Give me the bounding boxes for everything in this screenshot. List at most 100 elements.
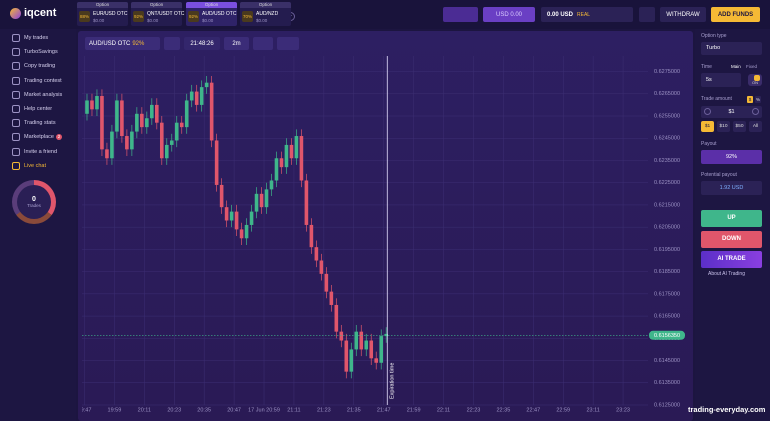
candle-body	[204, 82, 209, 88]
trades-count: 0	[32, 196, 36, 203]
chart-mode-button[interactable]	[164, 37, 180, 50]
x-tick-label: 21:47	[377, 407, 391, 413]
clock: 21:48:26	[184, 37, 220, 50]
option-type-select[interactable]: Turbo	[701, 42, 762, 55]
tab-pair: AUD/USD OTC	[202, 11, 237, 17]
quick-amount[interactable]: All	[749, 121, 762, 132]
sidebar-icon[interactable]	[12, 76, 20, 85]
quick-amount[interactable]: $1	[701, 121, 714, 132]
sidebar-icon[interactable]	[12, 34, 20, 42]
sidebar-icon[interactable]	[12, 161, 20, 170]
candle-body	[199, 87, 204, 105]
ai-trade-button[interactable]: AI TRADE	[701, 251, 762, 268]
quick-amount[interactable]: $50	[733, 121, 746, 132]
sidebar-item[interactable]: Live chat	[24, 162, 47, 169]
promo-icon[interactable]	[443, 7, 478, 22]
toggle-knob[interactable]	[754, 75, 760, 81]
time-mode[interactable]: Fixed	[746, 64, 758, 69]
panel-label: Trade amount	[701, 96, 732, 102]
minus-button[interactable]	[704, 108, 711, 115]
candle-body	[100, 96, 104, 150]
trades-label: Trades	[27, 203, 41, 208]
sidebar-item[interactable]: Marketplace	[24, 134, 54, 141]
tab-type: Option	[240, 2, 291, 8]
candle-body	[249, 211, 254, 225]
candle-body	[239, 229, 244, 239]
panel-label: Time	[701, 64, 712, 70]
candle-body	[319, 260, 324, 274]
plot-area: 19:47 19:59 20:11 20:23 20:35 20:47 17 Jun 20:…	[82, 56, 648, 413]
sidebar-item[interactable]: Help center	[24, 106, 53, 112]
x-tick-label: 19:59	[108, 407, 122, 413]
sidebar-item[interactable]: Copy trading	[24, 63, 56, 70]
withdraw-button[interactable]: WITHDRAW	[660, 7, 706, 22]
candle-body	[324, 273, 329, 292]
asset-select[interactable]: AUD/USD OTC 92%	[85, 37, 160, 50]
candle-body	[339, 331, 344, 341]
add-funds-button[interactable]: ADD FUNDS	[711, 7, 760, 22]
candle-body	[259, 193, 264, 208]
amount-input[interactable]: $1	[701, 106, 762, 118]
tab-payout: 92%	[133, 11, 144, 22]
demo-balance[interactable]: USD 0.00	[483, 7, 535, 22]
candle-body	[189, 91, 194, 101]
candle-body	[299, 136, 304, 181]
asset-payout: 92%	[132, 40, 145, 47]
candle-body	[254, 193, 259, 212]
unit-toggle[interactable]: $	[747, 96, 753, 103]
y-tick-label: 0.6185000	[654, 269, 680, 275]
panel-label: Payout	[701, 141, 717, 147]
quick-amount[interactable]: $10	[717, 121, 730, 132]
sidebar-icon[interactable]	[12, 133, 20, 142]
tab-amount: $0.00	[147, 18, 159, 23]
candle-body	[159, 122, 164, 159]
time-mode[interactable]: Main	[731, 64, 741, 69]
account-select[interactable]: 0.00 USD REAL	[541, 7, 633, 22]
time-select[interactable]: 5s	[701, 73, 741, 87]
x-tick-label: 22:11	[437, 407, 450, 413]
candle-body	[120, 100, 124, 137]
marketplace-badge: 2	[56, 133, 62, 140]
candle-body	[95, 96, 99, 110]
candle-body	[364, 340, 369, 350]
trades-center: 0 Trades	[17, 185, 51, 219]
y-tick-label: 0.6235000	[654, 158, 680, 164]
sidebar-icon[interactable]	[12, 105, 20, 113]
candle-body	[219, 184, 224, 208]
sidebar-item[interactable]: Invite a friend	[24, 148, 58, 155]
tab-type: Option	[186, 2, 237, 8]
plus-button[interactable]	[752, 108, 759, 115]
sidebar-icon[interactable]	[12, 48, 20, 57]
sidebar-icon[interactable]	[12, 119, 20, 128]
sidebar	[0, 29, 76, 421]
sidebar-icon[interactable]	[12, 147, 20, 156]
candle-body	[334, 304, 339, 332]
sidebar-item[interactable]: Trading stats	[24, 120, 56, 127]
sidebar-icon[interactable]	[12, 62, 20, 71]
user-button[interactable]	[639, 7, 655, 22]
chart-panel	[78, 31, 693, 421]
current-price-box	[649, 330, 685, 340]
chart-type-button[interactable]	[253, 37, 273, 50]
about-ai-link[interactable]: About AI Trading	[708, 271, 745, 277]
down-button[interactable]: DOWN	[701, 231, 762, 248]
panel-label: Option type	[701, 33, 727, 39]
timeframe-select[interactable]: 2m	[224, 37, 249, 50]
sidebar-item[interactable]: Market analysis	[24, 91, 63, 98]
candle-body	[184, 100, 189, 128]
logo: iqcent	[24, 7, 57, 19]
candle-body	[179, 122, 184, 128]
x-tick-label: 20:35	[197, 407, 211, 413]
up-button[interactable]: UP	[701, 210, 762, 227]
candle-body	[309, 224, 314, 248]
candle-body	[359, 331, 364, 350]
sidebar-icon[interactable]	[12, 90, 20, 99]
sidebar-item[interactable]: TurboSavings	[24, 49, 58, 56]
sidebar-item[interactable]: My trades	[24, 35, 49, 41]
y-tick-label: 0.6255000	[654, 113, 680, 119]
candle-body	[384, 333, 388, 337]
unit-toggle[interactable]: %	[755, 96, 761, 103]
drawing-tools-button[interactable]	[277, 37, 299, 50]
sidebar-item[interactable]: Trading contest	[24, 77, 62, 84]
